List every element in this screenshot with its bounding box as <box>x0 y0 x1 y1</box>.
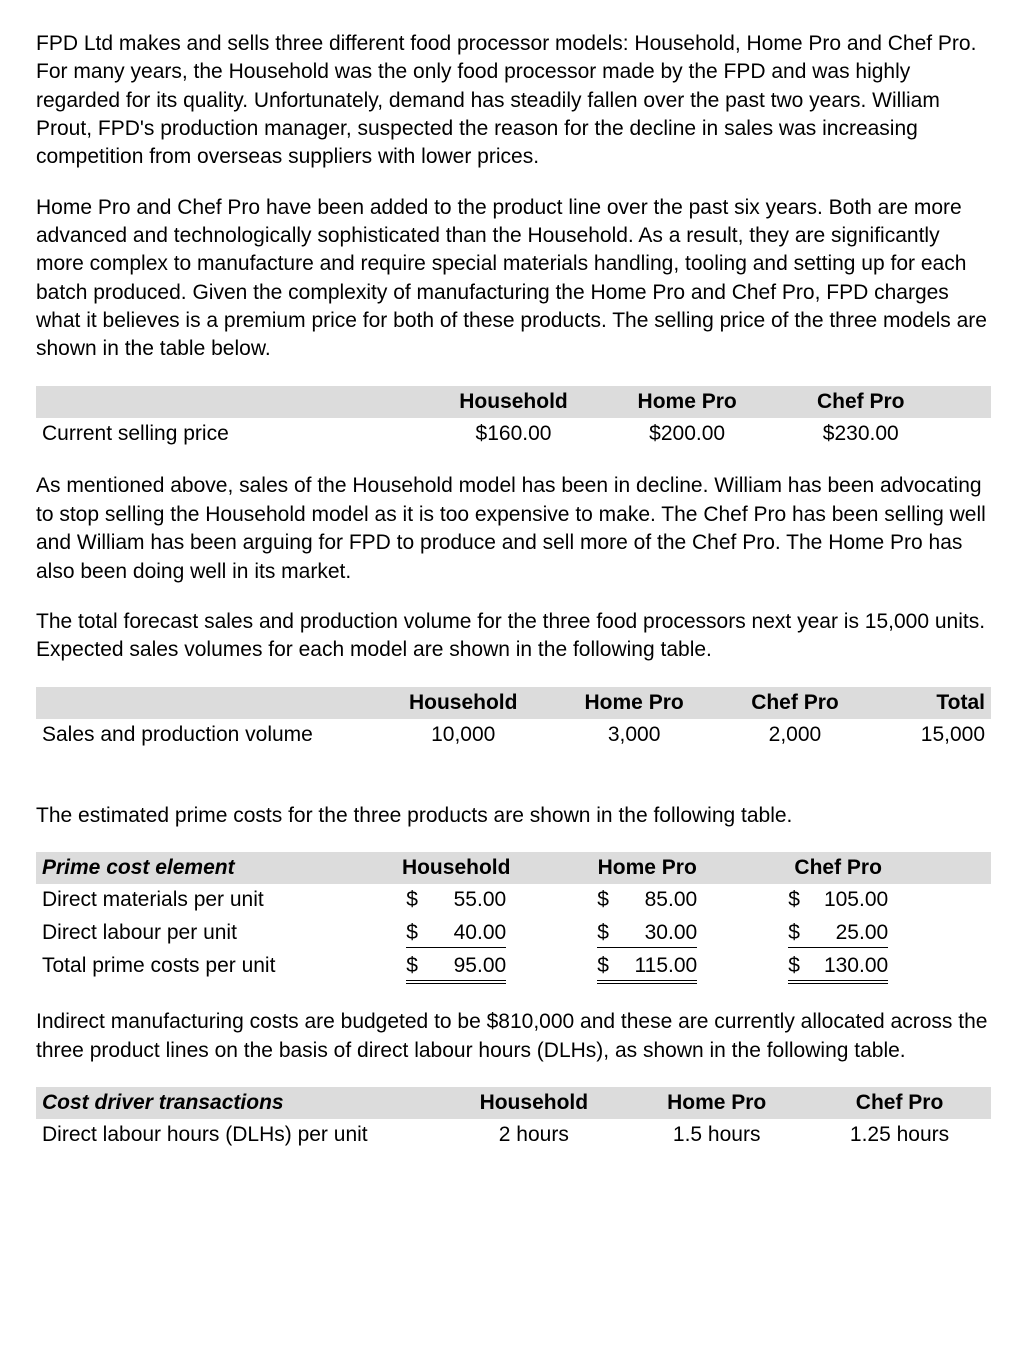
dlh-homepro: 1.5 hours <box>625 1119 808 1151</box>
header-cell-total: Total <box>870 687 991 719</box>
row-label: Sales and production volume <box>36 719 378 751</box>
header-cell-homepro: Home Pro <box>552 852 743 884</box>
header-cell-household: Household <box>427 386 601 418</box>
row-label: Direct materials per unit <box>36 884 361 916</box>
table-row: Current selling price $160.00 $200.00 $2… <box>36 418 991 450</box>
table-row: Total prime costs per unit $95.00 $115.0… <box>36 950 991 986</box>
volume-table: Household Home Pro Chef Pro Total Sales … <box>36 687 991 752</box>
header-cell-blank <box>36 386 427 418</box>
table-cell: $105.00 <box>788 886 888 914</box>
dlh-household: 2 hours <box>442 1119 625 1151</box>
selling-price-table: Household Home Pro Chef Pro Current sell… <box>36 386 991 451</box>
header-cell-household: Household <box>442 1087 625 1119</box>
table-header-row: Prime cost element Household Home Pro Ch… <box>36 852 991 884</box>
header-cell-homepro: Home Pro <box>600 386 774 418</box>
intro-paragraph-1: FPD Ltd makes and sells three different … <box>36 30 991 172</box>
table-cell: $95.00 <box>406 952 506 984</box>
row-label: Total prime costs per unit <box>36 950 361 986</box>
table-header-row: Household Home Pro Chef Pro <box>36 386 991 418</box>
row-label: Direct labour hours (DLHs) per unit <box>36 1119 442 1151</box>
row-label: Current selling price <box>36 418 427 450</box>
price-household: $160.00 <box>427 418 601 450</box>
intro-paragraph-2: Home Pro and Chef Pro have been added to… <box>36 194 991 364</box>
cost-driver-table: Cost driver transactions Household Home … <box>36 1087 991 1152</box>
dlh-chefpro: 1.25 hours <box>808 1119 991 1151</box>
vol-homepro: 3,000 <box>549 719 720 751</box>
table-cell: $85.00 <box>597 886 697 914</box>
vol-total: 15,000 <box>870 719 991 751</box>
price-chefpro: $230.00 <box>774 418 948 450</box>
header-cell-household: Household <box>378 687 549 719</box>
table-header-row: Cost driver transactions Household Home … <box>36 1087 991 1119</box>
header-cell-blank <box>36 687 378 719</box>
paragraph-3: As mentioned above, sales of the Househo… <box>36 472 991 585</box>
prime-cost-table: Prime cost element Household Home Pro Ch… <box>36 852 991 986</box>
vol-chefpro: 2,000 <box>720 719 871 751</box>
header-cell-chefpro: Chef Pro <box>720 687 871 719</box>
header-cell-household: Household <box>361 852 552 884</box>
table-row: Direct labour per unit $40.00 $30.00 $25… <box>36 917 991 950</box>
table-row: Sales and production volume 10,000 3,000… <box>36 719 991 751</box>
table-cell: $30.00 <box>597 919 697 948</box>
table-row: Direct materials per unit $55.00 $85.00 … <box>36 884 991 916</box>
paragraph-5: The estimated prime costs for the three … <box>36 802 991 830</box>
header-cell-chefpro: Chef Pro <box>774 386 948 418</box>
paragraph-4: The total forecast sales and production … <box>36 608 991 665</box>
table-header-row: Household Home Pro Chef Pro Total <box>36 687 991 719</box>
header-cell-homepro: Home Pro <box>549 687 720 719</box>
header-cell-element: Prime cost element <box>36 852 361 884</box>
table-cell: $55.00 <box>406 886 506 914</box>
table-cell: $130.00 <box>788 952 888 984</box>
header-cell-transactions: Cost driver transactions <box>36 1087 442 1119</box>
table-cell: $115.00 <box>597 952 697 984</box>
vol-household: 10,000 <box>378 719 549 751</box>
header-cell-chefpro: Chef Pro <box>743 852 934 884</box>
price-homepro: $200.00 <box>600 418 774 450</box>
header-cell-chefpro: Chef Pro <box>808 1087 991 1119</box>
table-cell: $25.00 <box>788 919 888 948</box>
row-label: Direct labour per unit <box>36 917 361 950</box>
paragraph-6: Indirect manufacturing costs are budgete… <box>36 1008 991 1065</box>
header-cell-homepro: Home Pro <box>625 1087 808 1119</box>
table-cell: $40.00 <box>406 919 506 948</box>
table-row: Direct labour hours (DLHs) per unit 2 ho… <box>36 1119 991 1151</box>
